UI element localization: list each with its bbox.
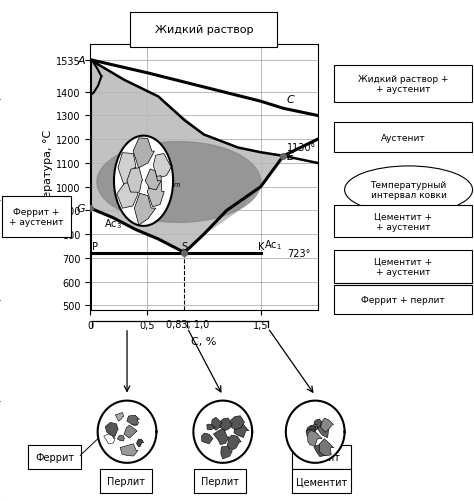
Polygon shape — [317, 424, 329, 438]
Text: Ac$_1$: Ac$_1$ — [264, 237, 282, 251]
Polygon shape — [127, 168, 143, 193]
Polygon shape — [320, 418, 334, 432]
Polygon shape — [104, 434, 115, 444]
Polygon shape — [118, 153, 136, 185]
Ellipse shape — [345, 166, 473, 214]
Text: Перлит: Перлит — [201, 476, 239, 486]
Polygon shape — [230, 416, 245, 430]
Polygon shape — [118, 435, 124, 441]
FancyBboxPatch shape — [2, 196, 71, 238]
Polygon shape — [220, 418, 232, 431]
FancyBboxPatch shape — [334, 123, 472, 153]
Polygon shape — [137, 439, 144, 447]
Polygon shape — [201, 433, 213, 444]
Text: Цементит: Цементит — [295, 476, 347, 486]
Polygon shape — [314, 444, 327, 456]
Polygon shape — [306, 426, 316, 435]
Text: 0,83; 1,0: 0,83; 1,0 — [165, 320, 209, 330]
FancyBboxPatch shape — [100, 469, 152, 493]
Text: Ac$_m$: Ac$_m$ — [161, 176, 181, 189]
Polygon shape — [127, 415, 139, 425]
Text: Феррит + перлит: Феррит + перлит — [361, 296, 445, 304]
Text: C: C — [287, 95, 295, 105]
Polygon shape — [193, 401, 252, 463]
FancyBboxPatch shape — [292, 469, 351, 493]
Polygon shape — [120, 444, 138, 456]
Polygon shape — [145, 169, 161, 190]
Text: Цементит +
+ аустенит: Цементит + + аустенит — [374, 257, 432, 277]
FancyBboxPatch shape — [130, 13, 277, 48]
Polygon shape — [314, 419, 322, 428]
Polygon shape — [90, 61, 283, 253]
Polygon shape — [124, 425, 137, 438]
Polygon shape — [286, 401, 345, 463]
Polygon shape — [147, 176, 164, 207]
Text: Температурный
интервал ковки: Температурный интервал ковки — [371, 181, 447, 200]
Polygon shape — [308, 430, 322, 446]
Text: Перлит: Перлит — [302, 452, 340, 462]
Text: 1130°: 1130° — [287, 143, 316, 153]
Polygon shape — [309, 425, 318, 431]
Polygon shape — [211, 417, 222, 430]
Polygon shape — [221, 446, 232, 459]
Polygon shape — [153, 154, 172, 179]
FancyBboxPatch shape — [292, 445, 351, 469]
Y-axis label: Температура, °С: Температура, °С — [43, 129, 53, 226]
Text: E: E — [287, 151, 294, 161]
FancyBboxPatch shape — [334, 205, 472, 238]
Text: G: G — [77, 204, 85, 213]
Polygon shape — [227, 435, 241, 450]
FancyBboxPatch shape — [334, 66, 472, 103]
Polygon shape — [115, 413, 124, 421]
Polygon shape — [97, 142, 261, 223]
Text: A: A — [78, 56, 85, 66]
Text: Жидкий раствор +
+ аустенит: Жидкий раствор + + аустенит — [358, 75, 448, 94]
FancyBboxPatch shape — [194, 469, 246, 493]
Polygon shape — [131, 418, 139, 426]
Text: Цементит +
+ аустенит: Цементит + + аустенит — [374, 212, 432, 231]
Polygon shape — [213, 430, 229, 445]
FancyBboxPatch shape — [334, 286, 472, 314]
Text: P: P — [91, 241, 98, 252]
Polygon shape — [234, 422, 249, 438]
Polygon shape — [319, 439, 334, 456]
Text: Аустенит: Аустенит — [381, 133, 425, 142]
Polygon shape — [134, 194, 156, 225]
Polygon shape — [307, 430, 318, 439]
Polygon shape — [105, 422, 118, 438]
Polygon shape — [117, 182, 138, 209]
Text: K: K — [257, 241, 264, 252]
X-axis label: C, %: C, % — [191, 336, 217, 346]
Text: S: S — [182, 241, 188, 252]
Polygon shape — [114, 136, 173, 226]
Polygon shape — [133, 139, 155, 169]
Text: Феррит +
+ аустенит: Феррит + + аустенит — [9, 207, 64, 227]
FancyBboxPatch shape — [334, 250, 472, 283]
Text: Феррит: Феррит — [35, 452, 74, 462]
Polygon shape — [98, 401, 156, 463]
Polygon shape — [207, 424, 215, 430]
Text: Перлит: Перлит — [107, 476, 145, 486]
Text: 723°: 723° — [287, 248, 310, 258]
Text: Жидкий раствор: Жидкий раствор — [155, 25, 253, 35]
Text: Ac$_3$: Ac$_3$ — [104, 217, 122, 231]
FancyBboxPatch shape — [28, 445, 81, 469]
